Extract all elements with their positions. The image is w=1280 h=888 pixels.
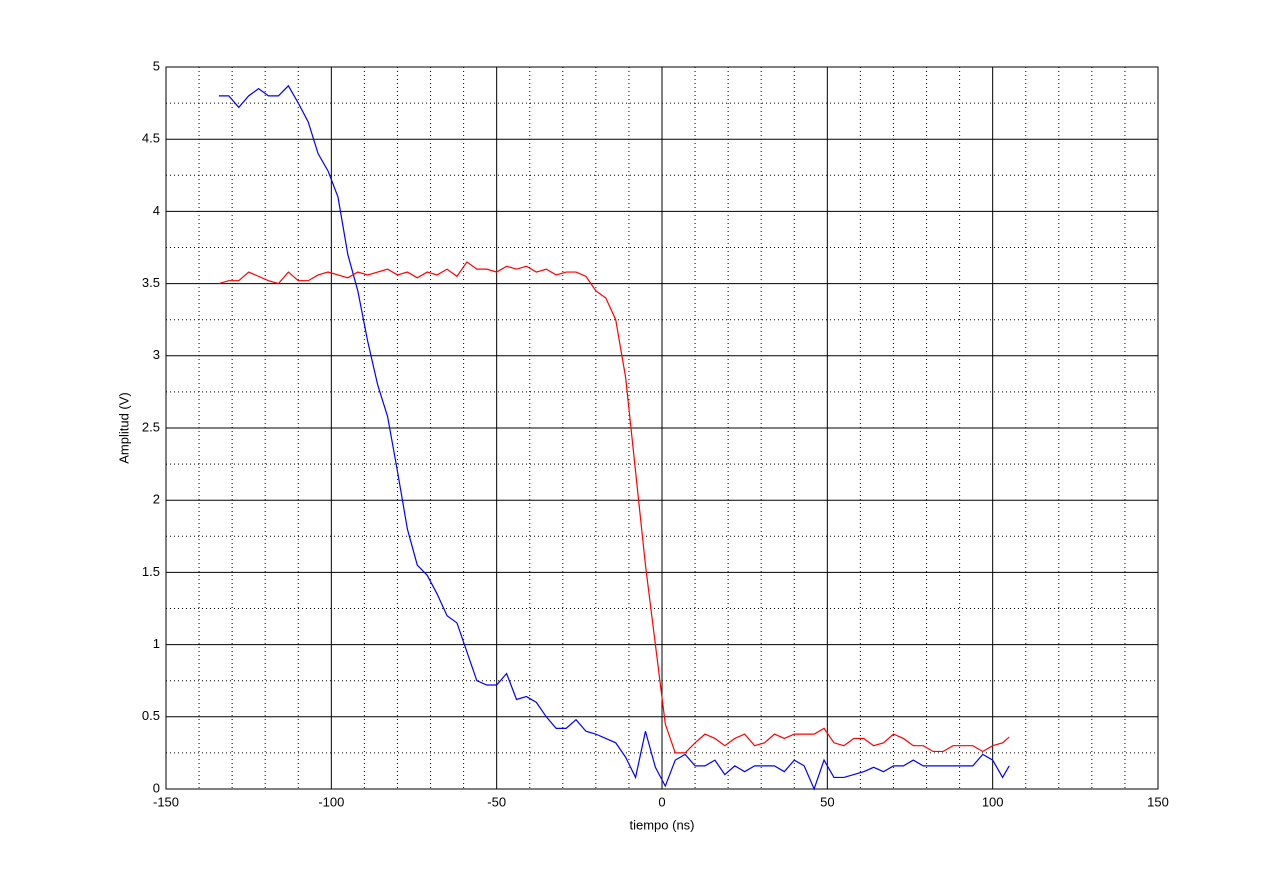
x-tick-label: -100 (318, 794, 344, 809)
x-tick-label: 50 (820, 794, 834, 809)
x-tick-label: -50 (487, 794, 506, 809)
plot-frame (165, 66, 1159, 790)
y-tick-label: 1.5 (142, 564, 160, 579)
line-series (218, 84, 1010, 791)
x-axis-label: tiempo (ns) (629, 817, 694, 832)
y-tick-label: 2 (153, 492, 160, 507)
y-tick-label: 4 (153, 203, 160, 218)
y-tick-label: 5 (153, 58, 160, 73)
y-tick-label: 3 (153, 347, 160, 362)
line-series (218, 261, 1010, 754)
y-axis-label: Amplitud (V) (116, 392, 131, 464)
y-tick-label: 0 (153, 780, 160, 795)
y-tick-label: 2.5 (142, 419, 160, 434)
y-tick-label: 3.5 (142, 275, 160, 290)
y-tick-label: 1 (153, 636, 160, 651)
y-tick-label: 0.5 (142, 708, 160, 723)
x-tick-label: -150 (153, 794, 179, 809)
x-tick-label: 100 (982, 794, 1004, 809)
x-tick-label: 150 (1147, 794, 1169, 809)
y-tick-label: 4.5 (142, 131, 160, 146)
x-tick-label: 0 (658, 794, 665, 809)
